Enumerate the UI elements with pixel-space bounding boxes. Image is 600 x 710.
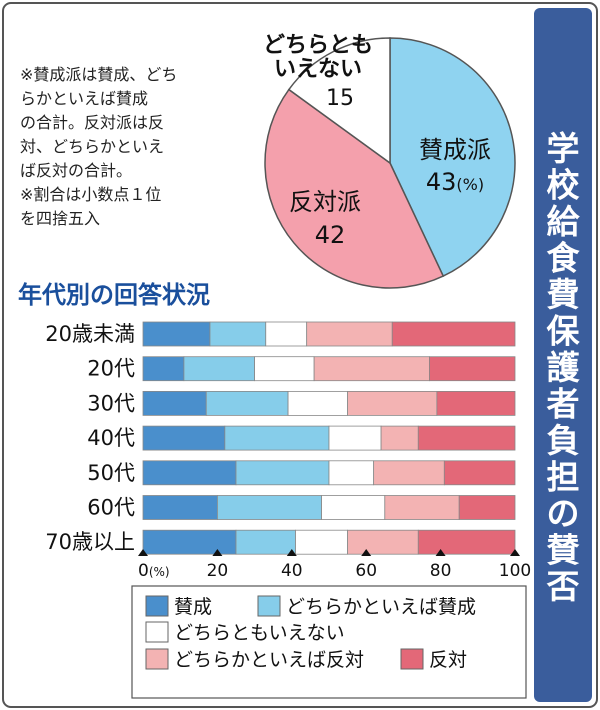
legend-label: 賛成 bbox=[174, 596, 212, 618]
category-label: 40代 bbox=[87, 426, 135, 450]
x-tick-mark bbox=[212, 549, 223, 556]
note-line: らかといえば賛成 bbox=[20, 89, 148, 108]
category-label: 50代 bbox=[87, 461, 135, 485]
legend-swatch bbox=[145, 648, 169, 670]
title-band bbox=[534, 8, 592, 702]
category-label: 60代 bbox=[87, 496, 135, 520]
legend-label: 反対 bbox=[429, 649, 467, 671]
bar-seg-dochira-hantai bbox=[306, 321, 393, 347]
legend-swatch bbox=[257, 595, 281, 617]
stacked-bar-chart: 20歳未満 20代 30代 40代 50代 60代 70歳以上 bbox=[45, 321, 516, 555]
bar-seg-dochira-sansei bbox=[183, 356, 255, 382]
x-tick-mark bbox=[138, 549, 148, 556]
bar-seg-sansei bbox=[142, 356, 185, 382]
x-tick-label: 60 bbox=[355, 561, 377, 581]
category-label: 30代 bbox=[87, 391, 135, 415]
bar-seg-sansei bbox=[142, 321, 211, 347]
notes: ※賛成派は賛成、どちらかといえば賛成の合計。反対派は反対、どちらかといえば反対の… bbox=[20, 65, 177, 228]
pie-slice-sansei bbox=[389, 37, 516, 278]
pie-value-hantai: 42 bbox=[315, 221, 346, 249]
bar-seg-dochira-sansei bbox=[235, 460, 330, 486]
bar-seg-sansei bbox=[142, 495, 218, 520]
x-tick-label: 40 bbox=[281, 561, 303, 581]
bar-seg-neutral bbox=[321, 495, 386, 520]
bar-seg-neutral bbox=[295, 529, 348, 555]
bar-seg-hantai bbox=[458, 495, 516, 520]
pie-label-sansei: 賛成派 bbox=[419, 136, 491, 164]
x-tick-label: 20 bbox=[207, 561, 229, 581]
bar-seg-dochira-hantai bbox=[384, 495, 460, 520]
x-tick-label: 80 bbox=[430, 561, 452, 581]
note-line: ば反対の合計。 bbox=[20, 161, 132, 180]
bar-seg-dochira-hantai bbox=[373, 460, 445, 486]
bar-seg-dochira-sansei bbox=[205, 390, 289, 416]
bar-seg-hantai bbox=[391, 321, 516, 347]
legend-box bbox=[131, 585, 527, 699]
x-tick-mark bbox=[361, 549, 372, 556]
pie-slice-neutral bbox=[287, 37, 391, 165]
chart-title: 学校給食費保護者負担の賛否 bbox=[547, 129, 581, 606]
bar-seg-dochira-sansei bbox=[235, 529, 296, 555]
bar-seg-neutral bbox=[254, 356, 315, 382]
pie-label-neutral: いえない bbox=[274, 57, 362, 82]
pie-label-hantai: 反対派 bbox=[289, 188, 361, 216]
category-label: 70歳以上 bbox=[45, 530, 135, 554]
bar-seg-hantai bbox=[443, 460, 516, 486]
bar-seg-sansei bbox=[142, 460, 237, 486]
bar-seg-hantai bbox=[436, 390, 516, 416]
x-tick-label: 0(%) bbox=[138, 561, 170, 581]
bar-seg-sansei bbox=[142, 390, 207, 416]
bar-seg-neutral bbox=[265, 321, 308, 347]
note-line: を四捨五入 bbox=[20, 209, 100, 228]
legend-swatch bbox=[400, 648, 424, 670]
legend-swatch bbox=[145, 595, 169, 617]
pie-value-neutral: 15 bbox=[326, 86, 354, 111]
pie-label-neutral: どちらとも bbox=[263, 33, 373, 58]
bar-seg-neutral bbox=[287, 390, 348, 416]
bar-seg-dochira-hantai bbox=[313, 356, 430, 382]
pie-slice-hantai bbox=[264, 88, 445, 289]
x-tick-mark bbox=[435, 549, 446, 556]
bar-seg-neutral bbox=[328, 460, 375, 486]
note-line: 対、どちらかといえ bbox=[20, 137, 164, 156]
note-line: の合計。反対派は反 bbox=[20, 113, 164, 132]
bar-seg-dochira-hantai bbox=[347, 529, 419, 555]
legend-label: どちらともいえない bbox=[174, 622, 345, 644]
bar-seg-hantai bbox=[417, 425, 516, 451]
bar-section-title: 年代別の回答状況 bbox=[18, 281, 210, 309]
x-tick-mark bbox=[286, 549, 297, 556]
bar-seg-dochira-sansei bbox=[216, 495, 322, 520]
bar-seg-dochira-sansei bbox=[209, 321, 267, 347]
x-tick-mark bbox=[510, 549, 520, 556]
bar-seg-dochira-sansei bbox=[224, 425, 330, 451]
category-label: 20歳未満 bbox=[45, 322, 135, 346]
legend-label: どちらかといえば反対 bbox=[174, 649, 364, 671]
x-axis: 0(%) 20 40 60 80 100 bbox=[138, 549, 531, 581]
bar-seg-hantai bbox=[417, 529, 516, 555]
bar-seg-dochira-hantai bbox=[347, 390, 438, 416]
bar-seg-sansei bbox=[142, 425, 226, 451]
bar-seg-neutral bbox=[328, 425, 382, 451]
bar-seg-dochira-hantai bbox=[380, 425, 419, 451]
legend-swatch bbox=[145, 621, 169, 643]
bar-seg-hantai bbox=[429, 356, 516, 382]
category-label: 20代 bbox=[87, 357, 135, 381]
legend-label: どちらかといえば賛成 bbox=[286, 596, 476, 618]
note-line: ※割合は小数点１位 bbox=[20, 185, 161, 204]
x-tick-label: 100 bbox=[499, 561, 531, 581]
bar-seg-sansei bbox=[142, 529, 237, 555]
note-line: ※賛成派は賛成、どち bbox=[20, 65, 177, 84]
